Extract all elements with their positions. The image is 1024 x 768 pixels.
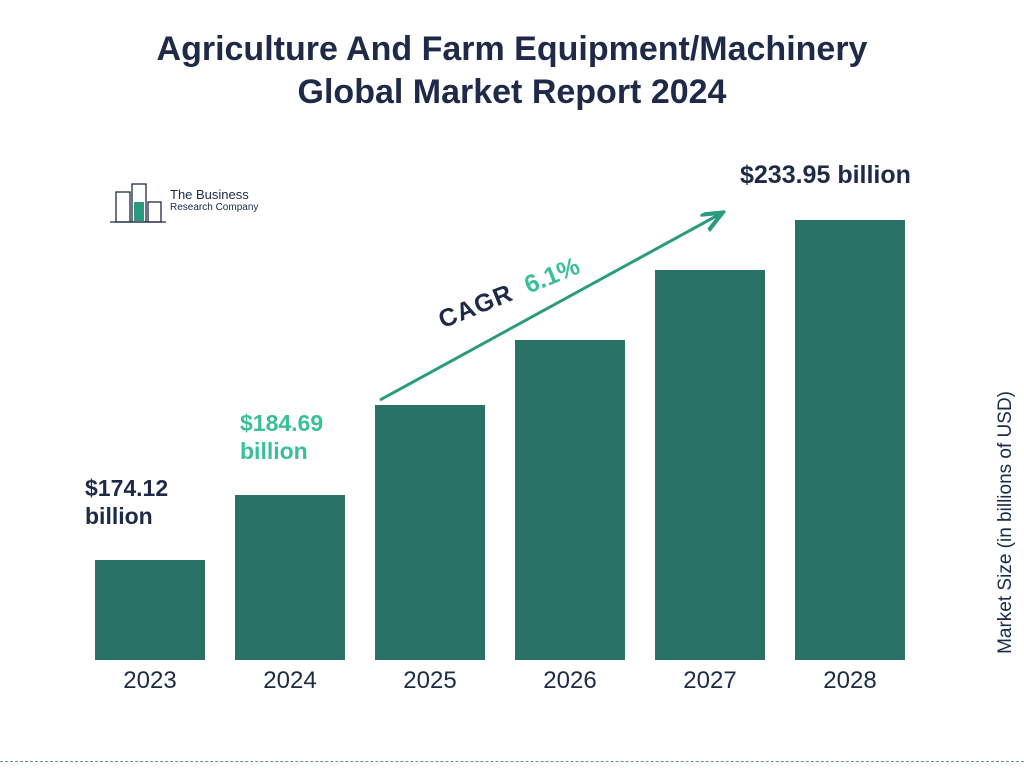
xlabel-2028: 2028 <box>795 667 905 695</box>
value-label-0: $174.12billion <box>85 475 168 530</box>
bar-2028 <box>795 220 905 660</box>
value-label-1: $184.69billion <box>240 410 323 465</box>
y-axis-label: Market Size (in billions of USD) <box>995 391 1017 654</box>
bar-2023 <box>95 560 205 660</box>
bar-2025 <box>375 405 485 660</box>
value-label-2: $233.95 billion <box>740 160 911 190</box>
bar-2027 <box>655 270 765 660</box>
xlabel-2027: 2027 <box>655 667 765 695</box>
bar-2024 <box>235 495 345 660</box>
xlabel-2026: 2026 <box>515 667 625 695</box>
chart-title: Agriculture And Farm Equipment/Machinery… <box>0 28 1024 113</box>
xlabel-2023: 2023 <box>95 667 205 695</box>
bar-chart: 2023 2024 2025 2026 2027 2028 <box>90 170 930 700</box>
bottom-divider <box>0 761 1024 762</box>
title-line1: Agriculture And Farm Equipment/Machinery <box>157 30 868 68</box>
xlabel-2025: 2025 <box>375 667 485 695</box>
xlabel-2024: 2024 <box>235 667 345 695</box>
bar-2026 <box>515 340 625 660</box>
title-line2: Global Market Report 2024 <box>298 73 727 111</box>
